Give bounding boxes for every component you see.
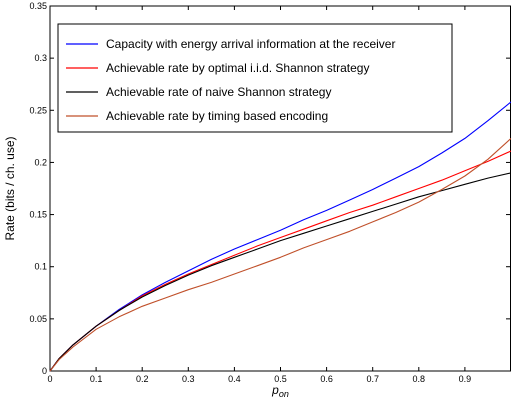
y-axis-label: Rate (bits / ch. use) bbox=[3, 136, 17, 240]
x-axis-label: pon bbox=[271, 383, 289, 399]
tick-labels: 0 0.1 0.2 0.3 0.4 0.5 0.6 0.7 0.8 0.9 0 0.05 0.1 0.15… bbox=[29, 1, 471, 384]
legend-label: Achievable rate of naive Shannon strateg… bbox=[106, 85, 331, 99]
x-tick-label: 0.2 bbox=[136, 374, 149, 384]
x-axis-label-base: p bbox=[271, 383, 279, 397]
y-tick-label: 0 bbox=[42, 366, 47, 376]
x-tick-label: 0.5 bbox=[274, 374, 287, 384]
legend-label: Achievable rate by timing based encoding bbox=[106, 109, 328, 123]
x-tick-label: 0.3 bbox=[182, 374, 195, 384]
y-tick-label: 0.05 bbox=[29, 314, 47, 324]
x-tick-label: 0.6 bbox=[320, 374, 333, 384]
x-axis-label-subscript: on bbox=[279, 389, 289, 399]
legend: Capacity with energy arrival information… bbox=[57, 23, 453, 133]
legend-box bbox=[57, 23, 453, 133]
y-tick-label: 0.25 bbox=[29, 105, 47, 115]
series-line bbox=[49, 137, 511, 372]
y-tick-label: 0.35 bbox=[29, 1, 47, 11]
series-line bbox=[49, 172, 511, 372]
y-tick-label: 0.1 bbox=[34, 262, 47, 272]
y-tick-label: 0.2 bbox=[34, 157, 47, 167]
series-lines bbox=[49, 101, 511, 372]
x-tick-label: 0.9 bbox=[459, 374, 472, 384]
x-tick-label: 0.1 bbox=[90, 374, 103, 384]
x-tick-label: 0.7 bbox=[366, 374, 379, 384]
x-tick-label: 0.8 bbox=[413, 374, 426, 384]
legend-label: Achievable rate by optimal i.i.d. Shanno… bbox=[106, 61, 369, 75]
y-tick-label: 0.3 bbox=[34, 53, 47, 63]
x-tick-label: 0 bbox=[47, 374, 52, 384]
legend-label: Capacity with energy arrival information… bbox=[106, 37, 395, 51]
y-tick-label: 0.15 bbox=[29, 210, 47, 220]
x-tick-label: 0.4 bbox=[228, 374, 241, 384]
